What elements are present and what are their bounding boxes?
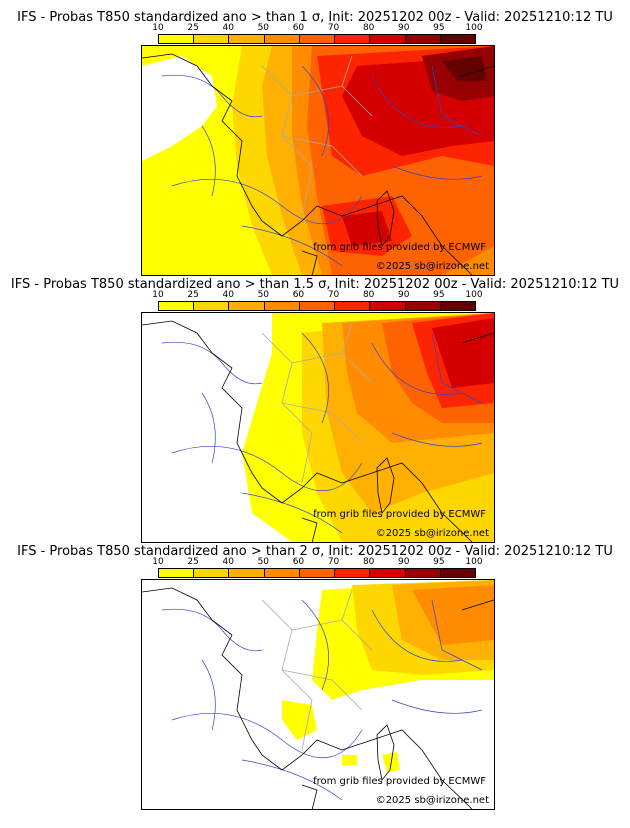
colorbar-tick: 25 bbox=[187, 290, 199, 300]
copyright-credit: ©2025 sb@irizone.net bbox=[375, 795, 489, 806]
colorbar-swatch bbox=[299, 35, 336, 43]
colorbar-ticks: 10 25 40 50 60 70 80 90 95 100 bbox=[152, 557, 482, 568]
colorbar-swatch bbox=[335, 569, 371, 577]
panel-title: IFS - Probas T850 standardized ano > tha… bbox=[17, 544, 613, 559]
probability-area bbox=[432, 318, 494, 388]
colorbar-swatch bbox=[335, 35, 371, 43]
colorbar-swatch bbox=[405, 35, 441, 43]
colorbar-tick: 10 bbox=[152, 23, 164, 33]
colorbar-tick: 100 bbox=[465, 290, 483, 300]
colorbar-tick: 40 bbox=[222, 557, 234, 567]
colorbar-tick: 100 bbox=[465, 23, 483, 33]
colorbar-swatch bbox=[370, 35, 406, 43]
colorbar-swatch bbox=[405, 302, 441, 310]
colorbar-swatch bbox=[159, 302, 195, 310]
source-credit: from grib files provided by ECMWF bbox=[313, 509, 486, 520]
country-borders bbox=[261, 589, 373, 751]
colorbar-swatch bbox=[194, 302, 230, 310]
panel-title: IFS - Probas T850 standardized ano > tha… bbox=[10, 277, 620, 292]
colorbar-tick: 95 bbox=[433, 290, 445, 300]
copyright-credit: ©2025 sb@irizone.net bbox=[375, 528, 489, 539]
colorbar-swatch bbox=[194, 569, 230, 577]
coastline bbox=[142, 53, 494, 275]
colorbar-swatch bbox=[299, 302, 336, 310]
probability-map: from grib files provided by ECMWF ©2025 … bbox=[141, 579, 495, 810]
rivers bbox=[161, 65, 483, 267]
colorbar-swatch bbox=[405, 569, 441, 577]
colorbar-swatch bbox=[440, 302, 475, 310]
colorbar-swatch bbox=[194, 35, 230, 43]
probability-area bbox=[412, 585, 494, 645]
colorbar bbox=[158, 301, 476, 311]
probability-area bbox=[442, 56, 487, 81]
colorbar-swatch bbox=[370, 569, 406, 577]
colorbar-ticks: 10 25 40 50 60 70 80 90 95 100 bbox=[152, 290, 482, 301]
colorbar-tick: 95 bbox=[433, 23, 445, 33]
country-borders bbox=[261, 55, 373, 217]
coastline bbox=[142, 320, 494, 542]
colorbar-tick: 25 bbox=[187, 557, 199, 567]
source-credit: from grib files provided by ECMWF bbox=[313, 776, 486, 787]
colorbar-swatch bbox=[440, 35, 475, 43]
colorbar-tick: 60 bbox=[292, 290, 305, 300]
probability-area bbox=[142, 56, 217, 161]
colorbar-swatch bbox=[299, 569, 336, 577]
colorbar-tick: 10 bbox=[152, 557, 164, 567]
colorbar-tick: 90 bbox=[398, 290, 410, 300]
colorbar-swatch bbox=[264, 35, 300, 43]
colorbar-tick: 100 bbox=[465, 557, 483, 567]
colorbar-tick: 80 bbox=[362, 23, 375, 33]
colorbar-tick: 50 bbox=[257, 557, 270, 567]
map-panel-3: IFS - Probas T850 standardized ano > tha… bbox=[0, 544, 630, 812]
colorbar-tick: 80 bbox=[362, 557, 375, 567]
colorbar-tick: 10 bbox=[152, 290, 164, 300]
rivers bbox=[161, 599, 483, 801]
colorbar-tick: 40 bbox=[222, 290, 234, 300]
colorbar-swatch bbox=[229, 569, 265, 577]
colorbar-tick: 70 bbox=[327, 23, 340, 33]
colorbar-tick: 60 bbox=[292, 557, 305, 567]
colorbar-tick: 70 bbox=[327, 290, 340, 300]
colorbar bbox=[158, 34, 476, 44]
colorbar-tick: 50 bbox=[257, 23, 270, 33]
map-panel-2: IFS - Probas T850 standardized ano > tha… bbox=[0, 277, 630, 545]
colorbar-tick: 25 bbox=[187, 23, 199, 33]
colorbar-tick: 50 bbox=[257, 290, 270, 300]
colorbar-tick: 90 bbox=[398, 557, 410, 567]
colorbar-ticks: 10 25 40 50 60 70 80 90 95 100 bbox=[152, 23, 482, 34]
colorbar-swatch bbox=[264, 569, 300, 577]
probability-area bbox=[342, 56, 494, 246]
colorbar-tick: 60 bbox=[292, 23, 305, 33]
colorbar-swatch bbox=[264, 302, 300, 310]
probability-map: from grib files provided by ECMWF ©2025 … bbox=[141, 45, 495, 276]
rivers bbox=[161, 332, 483, 534]
colorbar-swatch bbox=[229, 302, 265, 310]
probability-map: from grib files provided by ECMWF ©2025 … bbox=[141, 312, 495, 543]
colorbar-swatch bbox=[370, 302, 406, 310]
panel-title: IFS - Probas T850 standardized ano > tha… bbox=[17, 10, 613, 25]
colorbar-swatch bbox=[335, 302, 371, 310]
copyright-credit: ©2025 sb@irizone.net bbox=[375, 261, 489, 272]
country-borders bbox=[261, 322, 373, 484]
colorbar bbox=[158, 568, 476, 578]
colorbar-swatch bbox=[159, 35, 195, 43]
colorbar-tick: 40 bbox=[222, 23, 234, 33]
colorbar-swatch bbox=[159, 569, 195, 577]
coastline bbox=[142, 587, 494, 809]
colorbar-tick: 95 bbox=[433, 557, 445, 567]
source-credit: from grib files provided by ECMWF bbox=[313, 242, 486, 253]
map-panel-1: IFS - Probas T850 standardized ano > tha… bbox=[0, 10, 630, 278]
colorbar-tick: 80 bbox=[362, 290, 375, 300]
colorbar-swatch bbox=[440, 569, 475, 577]
colorbar-tick: 70 bbox=[327, 557, 340, 567]
colorbar-swatch bbox=[229, 35, 265, 43]
colorbar-tick: 90 bbox=[398, 23, 410, 33]
